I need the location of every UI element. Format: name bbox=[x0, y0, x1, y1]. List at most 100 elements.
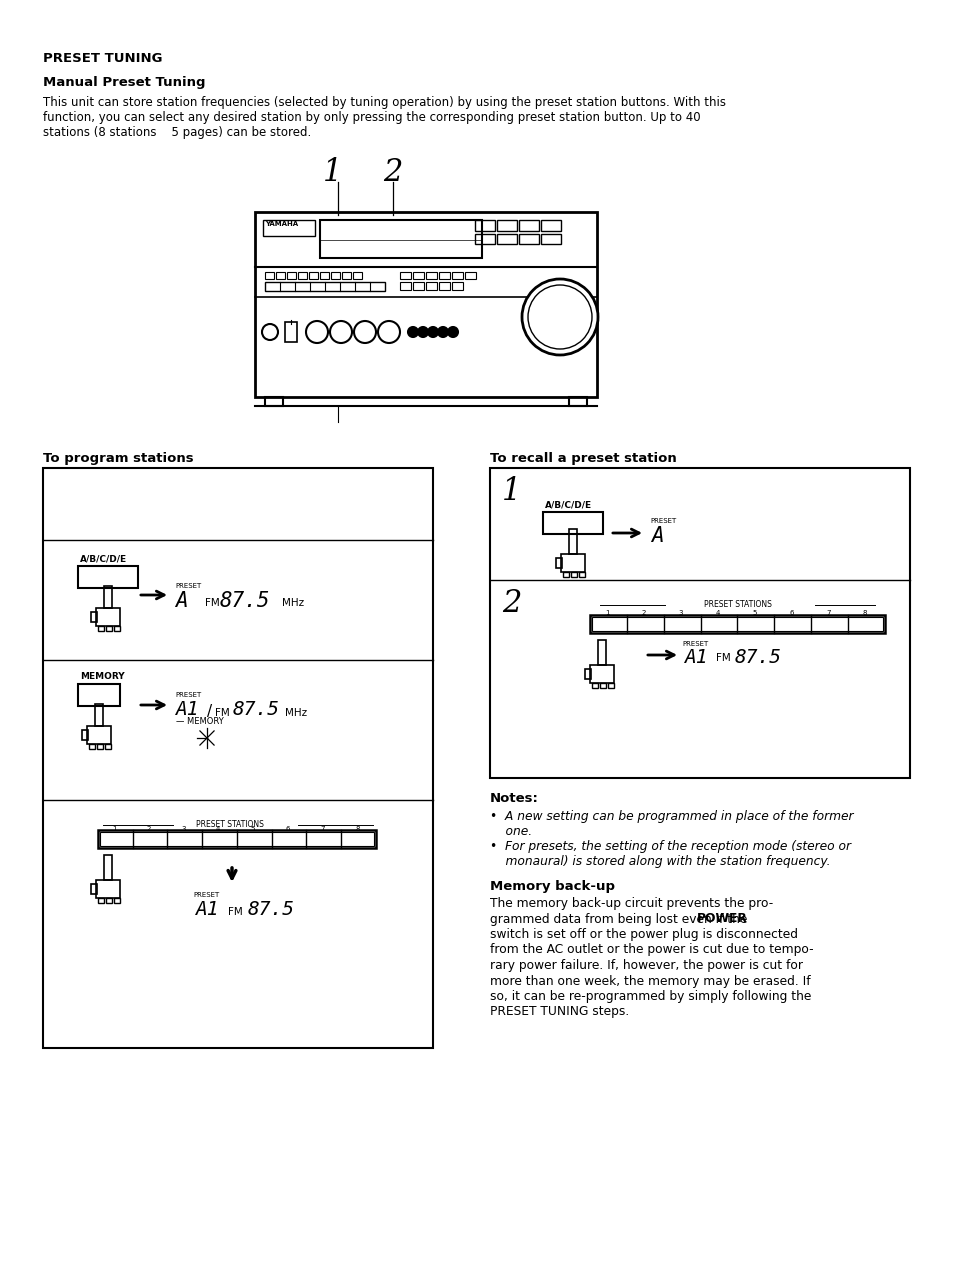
Bar bbox=[297, 272, 307, 279]
Bar bbox=[589, 665, 614, 683]
Text: A1: A1 bbox=[174, 700, 198, 719]
Bar bbox=[475, 234, 495, 244]
Bar bbox=[98, 898, 104, 903]
Text: 1: 1 bbox=[323, 156, 342, 188]
Bar bbox=[104, 855, 112, 880]
Text: PRESET TUNING steps.: PRESET TUNING steps. bbox=[490, 1005, 629, 1019]
Text: so, it can be re-programmed by simply following the: so, it can be re-programmed by simply fo… bbox=[490, 990, 810, 1004]
Text: rary power failure. If, however, the power is cut for: rary power failure. If, however, the pow… bbox=[490, 959, 802, 972]
Text: one.: one. bbox=[490, 826, 532, 838]
Circle shape bbox=[437, 327, 448, 337]
Text: 87.5: 87.5 bbox=[734, 647, 781, 667]
Text: 5: 5 bbox=[752, 611, 756, 616]
Bar bbox=[540, 234, 560, 244]
Text: 7: 7 bbox=[320, 826, 325, 832]
Bar bbox=[353, 272, 361, 279]
Text: 3: 3 bbox=[678, 611, 682, 616]
Text: FM: FM bbox=[205, 598, 219, 608]
Bar bbox=[452, 282, 462, 290]
Text: A/B/C/D/E: A/B/C/D/E bbox=[80, 555, 127, 563]
Circle shape bbox=[408, 327, 417, 337]
Text: •  A new setting can be programmed in place of the former: • A new setting can be programmed in pla… bbox=[490, 810, 853, 823]
Bar bbox=[82, 730, 88, 740]
Bar bbox=[287, 272, 295, 279]
Text: MHz: MHz bbox=[285, 709, 307, 717]
Bar bbox=[91, 612, 97, 622]
Text: 6: 6 bbox=[788, 611, 793, 616]
Text: 2: 2 bbox=[501, 588, 521, 619]
Bar bbox=[589, 614, 884, 633]
Bar bbox=[87, 726, 111, 744]
Text: PRESET: PRESET bbox=[681, 641, 707, 647]
Text: PRESET: PRESET bbox=[174, 583, 201, 589]
Bar bbox=[438, 282, 450, 290]
Bar bbox=[89, 744, 95, 749]
Circle shape bbox=[262, 324, 277, 340]
Bar bbox=[113, 898, 120, 903]
Circle shape bbox=[354, 321, 375, 343]
Bar bbox=[562, 572, 568, 577]
Text: from the AC outlet or the power is cut due to tempo-: from the AC outlet or the power is cut d… bbox=[490, 944, 813, 957]
Text: function, you can select any desired station by only pressing the corresponding : function, you can select any desired sta… bbox=[43, 111, 700, 123]
Text: 2: 2 bbox=[641, 611, 645, 616]
Bar bbox=[413, 282, 423, 290]
Text: stations (8 stations    5 pages) can be stored.: stations (8 stations 5 pages) can be sto… bbox=[43, 126, 311, 139]
Bar bbox=[95, 703, 103, 726]
Text: switch is set off or the power plug is disconnected: switch is set off or the power plug is d… bbox=[490, 929, 797, 941]
Text: monaural) is stored along with the station frequency.: monaural) is stored along with the stati… bbox=[490, 855, 830, 868]
Text: FM: FM bbox=[716, 653, 730, 663]
Bar bbox=[309, 272, 317, 279]
Bar bbox=[98, 626, 104, 631]
Bar bbox=[599, 683, 605, 688]
Text: A/B/C/D/E: A/B/C/D/E bbox=[544, 500, 592, 509]
Text: 2: 2 bbox=[382, 156, 402, 188]
Text: PRESET TUNING: PRESET TUNING bbox=[43, 52, 162, 65]
Bar bbox=[399, 272, 411, 279]
Bar bbox=[319, 272, 329, 279]
Bar bbox=[91, 884, 97, 894]
Bar bbox=[518, 220, 538, 232]
Bar bbox=[426, 282, 436, 290]
Bar bbox=[113, 626, 120, 631]
Text: POWER: POWER bbox=[697, 912, 747, 926]
Text: •  For presets, the setting of the reception mode (stereo or: • For presets, the setting of the recept… bbox=[490, 840, 850, 854]
Bar bbox=[331, 272, 339, 279]
Text: 1: 1 bbox=[604, 611, 609, 616]
Text: FM: FM bbox=[214, 709, 230, 717]
Text: 87.5: 87.5 bbox=[220, 591, 271, 611]
Bar bbox=[438, 272, 450, 279]
Text: 8: 8 bbox=[355, 826, 359, 832]
Bar bbox=[490, 468, 909, 778]
Text: 4: 4 bbox=[715, 611, 719, 616]
Bar bbox=[560, 555, 584, 572]
Text: 1: 1 bbox=[112, 826, 116, 832]
Bar bbox=[426, 272, 436, 279]
Text: grammed data from being lost even if the: grammed data from being lost even if the bbox=[490, 912, 750, 926]
Text: PRESET: PRESET bbox=[193, 892, 219, 898]
Bar bbox=[542, 513, 602, 534]
Text: 87.5: 87.5 bbox=[233, 700, 280, 719]
Circle shape bbox=[527, 285, 592, 349]
Bar bbox=[568, 529, 577, 555]
Bar bbox=[413, 272, 423, 279]
Text: PRESET STATIONS: PRESET STATIONS bbox=[703, 600, 771, 609]
Circle shape bbox=[417, 327, 428, 337]
Bar bbox=[556, 558, 561, 569]
Bar bbox=[78, 684, 120, 706]
Bar bbox=[96, 880, 120, 898]
Bar bbox=[452, 272, 462, 279]
Bar bbox=[100, 832, 374, 846]
Circle shape bbox=[306, 321, 328, 343]
Bar bbox=[106, 626, 112, 631]
Text: Manual Preset Tuning: Manual Preset Tuning bbox=[43, 76, 205, 89]
Text: 4: 4 bbox=[216, 826, 220, 832]
Text: 8: 8 bbox=[862, 611, 866, 616]
Text: /: / bbox=[207, 703, 212, 719]
Bar bbox=[568, 397, 586, 406]
Bar bbox=[265, 272, 274, 279]
Text: PRESET: PRESET bbox=[649, 518, 676, 524]
Text: MEMORY: MEMORY bbox=[80, 672, 125, 681]
Bar bbox=[106, 898, 112, 903]
Bar bbox=[540, 220, 560, 232]
Text: 2: 2 bbox=[147, 826, 151, 832]
